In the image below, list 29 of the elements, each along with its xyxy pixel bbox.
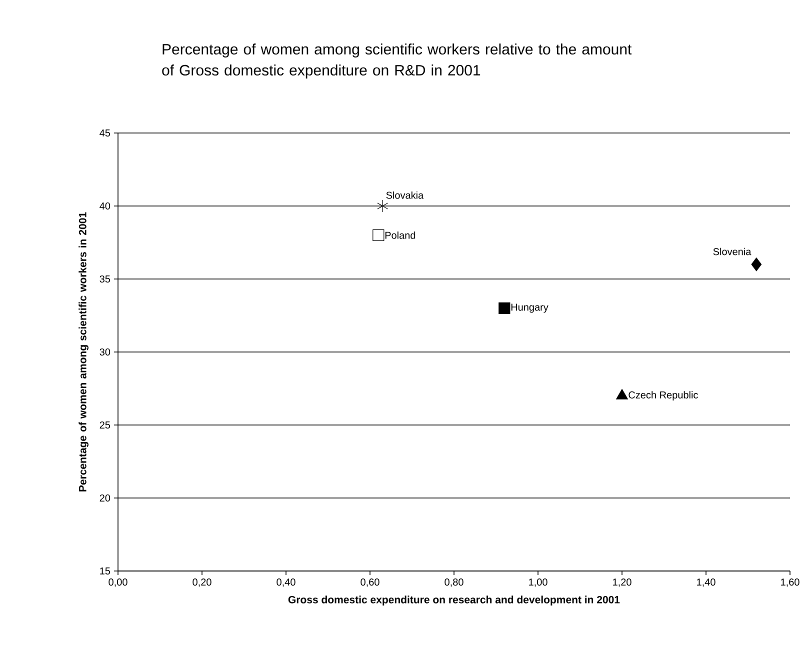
- y-axis-title: Percentage of women among scientific workers in 2001: [78, 212, 88, 492]
- y-tick-label: 30: [100, 348, 110, 356]
- series-label: Hungary: [511, 304, 548, 313]
- point: [498, 302, 510, 314]
- series-label: Slovenia: [713, 248, 752, 256]
- x-tick-label: 0,60: [360, 578, 380, 587]
- y-tick-label: 15: [100, 568, 110, 574]
- x-tick-label: 1,00: [529, 578, 548, 587]
- x-tick-label: 1,20: [613, 578, 632, 587]
- x-tick-label: 0,20: [192, 578, 212, 587]
- y-tick-label: 45: [100, 130, 110, 136]
- x-tick-label: 1,60: [781, 578, 800, 587]
- y-tick-label: 25: [100, 421, 110, 429]
- series-label: Czech Republic: [628, 391, 698, 400]
- point: [616, 389, 628, 400]
- x-tick-label: 1,40: [697, 578, 716, 587]
- y-tick-label: 35: [100, 275, 110, 283]
- chart-title: Percentage of women among scientific workers relative to the amount of Gross domestic expenditure on R&D in 2001: [162, 44, 632, 79]
- point: [372, 229, 384, 241]
- x-tick-label: 0,40: [276, 578, 296, 587]
- x-tick-label: 0,00: [108, 578, 128, 587]
- series-label: Slovakia: [386, 191, 424, 199]
- y-tick-label: 20: [100, 494, 110, 502]
- series-label: Poland: [385, 232, 416, 239]
- x-axis-title: Gross domestic expenditure on research and development in 2001: [288, 596, 620, 606]
- point: [751, 258, 762, 272]
- point: [377, 200, 388, 212]
- y-tick-label: 40: [100, 202, 110, 210]
- x-tick-label: 0,80: [444, 578, 464, 587]
